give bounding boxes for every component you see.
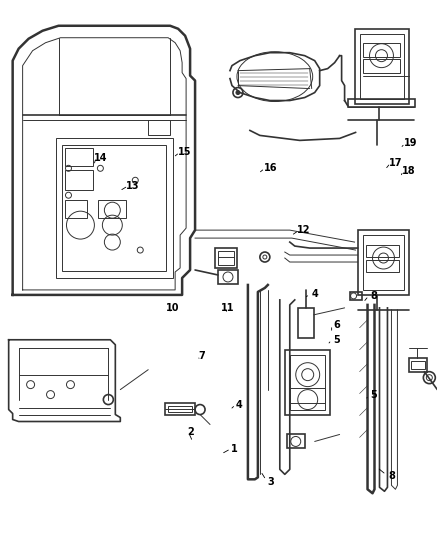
Bar (348, 99, 415, 107)
Text: 3: 3 (267, 477, 274, 487)
Text: 4: 4 (312, 289, 318, 299)
Bar (63, 146, 166, 271)
Bar (218, 251, 234, 265)
Bar (366, 245, 399, 257)
Bar (287, 434, 305, 448)
Bar (357, 230, 410, 295)
Text: 10: 10 (166, 303, 180, 313)
Text: 13: 13 (126, 181, 139, 191)
Bar (366, 260, 399, 272)
Bar (290, 387, 325, 402)
Text: 8: 8 (371, 290, 378, 301)
Text: 5: 5 (371, 390, 378, 400)
Bar (363, 59, 400, 72)
Text: 6: 6 (333, 320, 340, 330)
Bar (363, 235, 404, 290)
Text: 2: 2 (187, 427, 194, 437)
Text: 16: 16 (264, 163, 277, 173)
Bar (355, 29, 410, 103)
Text: 5: 5 (333, 335, 340, 345)
Text: 8: 8 (388, 471, 395, 481)
Bar (350, 292, 361, 300)
Bar (148, 120, 170, 135)
Bar (215, 248, 237, 268)
Text: 19: 19 (403, 138, 417, 148)
Text: 14: 14 (93, 152, 107, 163)
Text: 15: 15 (178, 147, 192, 157)
Bar (66, 148, 93, 166)
Circle shape (236, 91, 240, 94)
Bar (56, 139, 173, 278)
Bar (411, 361, 425, 369)
Bar (285, 350, 330, 415)
Bar (298, 308, 314, 338)
Bar (66, 200, 88, 218)
Bar (165, 402, 195, 415)
Bar (218, 270, 238, 284)
Text: 1: 1 (231, 444, 238, 454)
Text: 11: 11 (221, 303, 234, 313)
Bar (66, 171, 93, 190)
Text: 4: 4 (235, 400, 242, 410)
Text: 7: 7 (198, 351, 205, 361)
Text: 17: 17 (389, 158, 403, 168)
Bar (363, 43, 400, 56)
Bar (360, 34, 404, 99)
Text: 18: 18 (402, 166, 416, 176)
Bar (99, 200, 126, 218)
Text: 12: 12 (297, 225, 311, 236)
Bar (168, 406, 192, 411)
Bar (410, 358, 427, 372)
Bar (290, 355, 325, 409)
